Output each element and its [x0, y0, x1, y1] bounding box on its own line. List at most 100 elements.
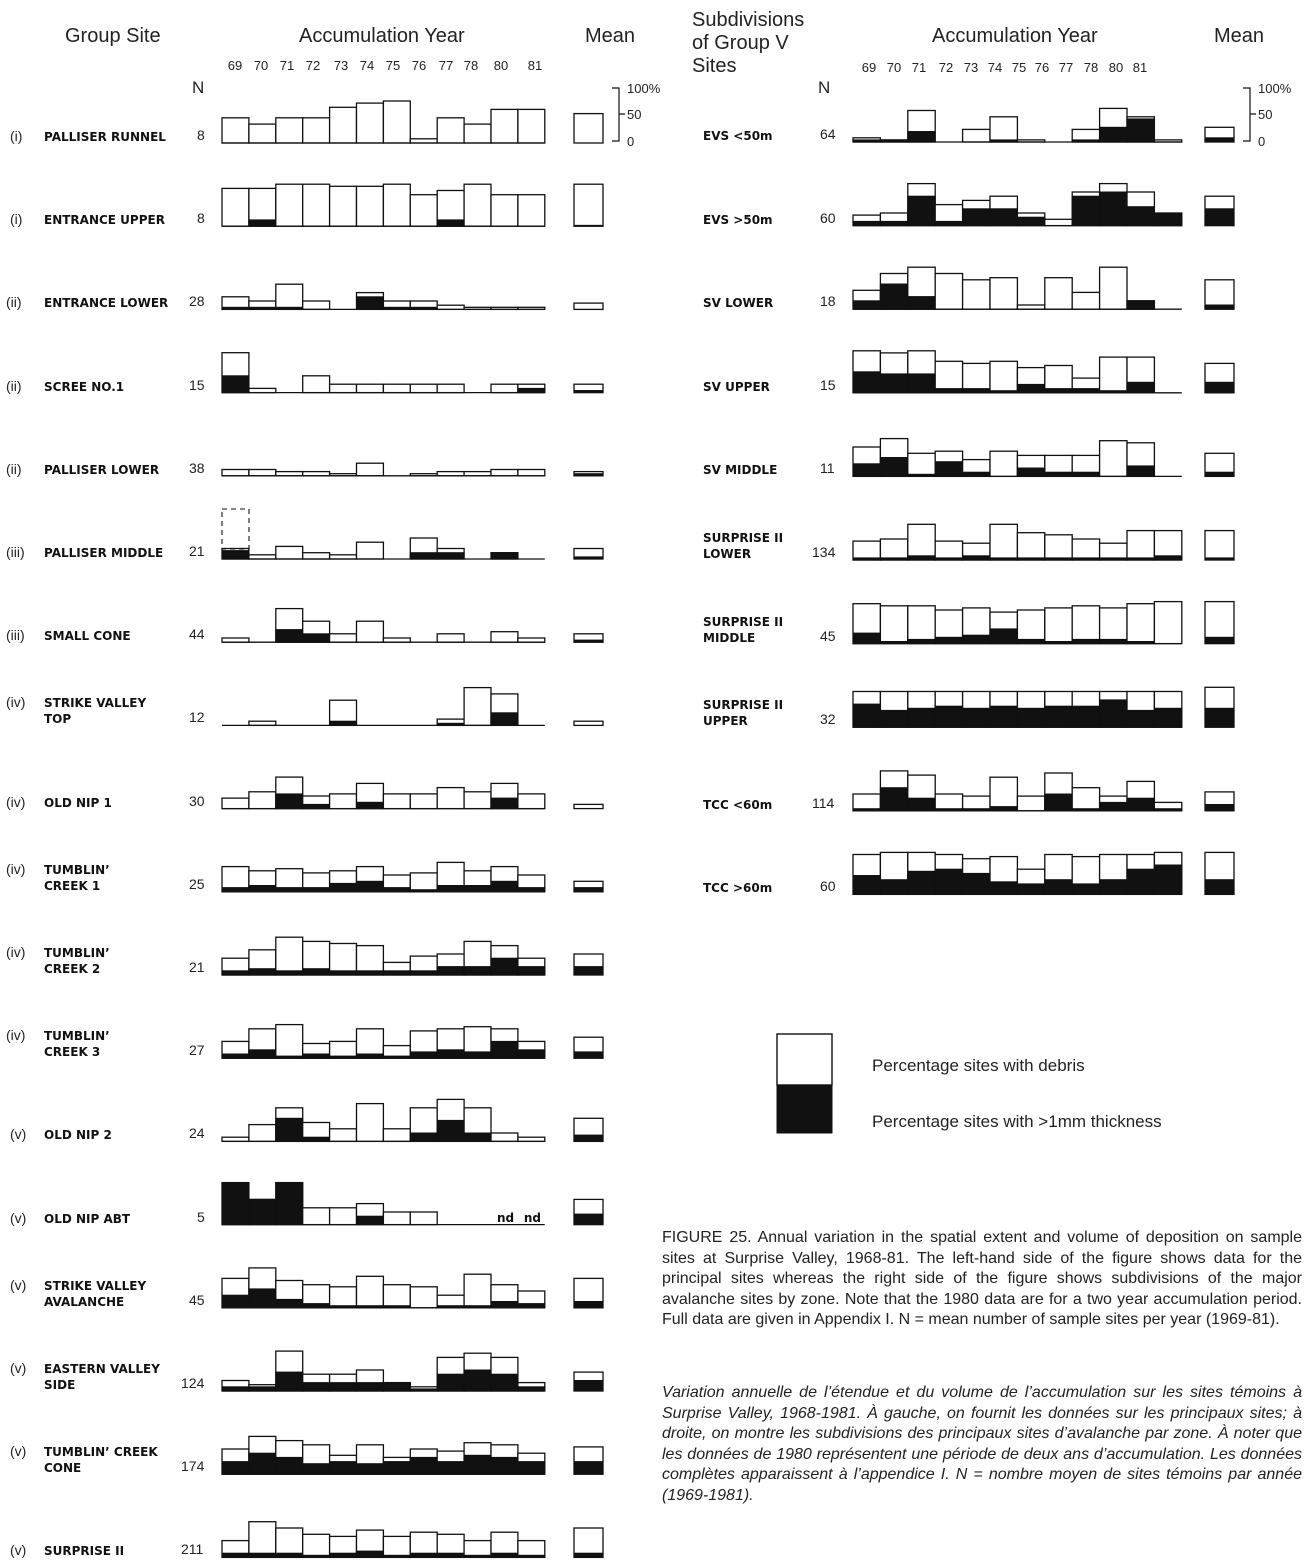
- right-site-label-sv-lower-0: SV LOWER: [703, 296, 774, 311]
- left-bar-thick-strike-valley-avalanche-80: [490, 1301, 519, 1309]
- left-bar-debris-tumblin-creek-1-76: [409, 872, 438, 893]
- left-mean-debris-strike-valley-top: [573, 720, 604, 727]
- year-tick-72: 72: [938, 60, 954, 75]
- right-bar-thick-evs-50m-71: [907, 195, 936, 227]
- right-bar-thick-tcc-60m-75: [1016, 883, 1046, 895]
- right-bar-thick-sv-upper-69: [852, 371, 881, 394]
- left-bar-thick-tumblin-creek-1-74: [356, 880, 384, 893]
- right-bar-thick-sv-middle-72: [934, 461, 964, 477]
- left-bar-debris-palliser-runnel-71: [275, 117, 304, 144]
- right-bar-debris-surprise-ii-middle-71: [907, 605, 936, 645]
- left-n-old-nip-abt: 5: [197, 1208, 205, 1225]
- right-bar-thick-sv-upper-70: [879, 373, 909, 394]
- year-tick-70: 70: [253, 58, 269, 73]
- right-bar-debris-tcc-60m-74: [989, 776, 1019, 812]
- right-n-sv-middle: 11: [820, 460, 835, 477]
- left-mean-thick-tumblin-creek-1: [573, 887, 604, 893]
- left-mean-debris-old-nip-1: [573, 803, 604, 810]
- right-bar-debris-surprise-ii-middle-75: [1016, 609, 1046, 645]
- right-bar-debris-surprise-ii-middle-70: [879, 605, 909, 645]
- year-tick-81: 81: [527, 58, 543, 73]
- left-bar-debris-tumblin-creek-2-73: [328, 942, 358, 976]
- year-tick-76: 76: [411, 58, 427, 73]
- right-bar-thick-tcc-60m-81: [1153, 864, 1183, 895]
- right-mean-thick-sv-lower: [1204, 304, 1235, 310]
- left-bar-thick-tumblin-creek-2-77: [436, 966, 465, 976]
- left-bar-debris-surprise-ii-72: [302, 1533, 331, 1559]
- right-mean-thick-sv-middle: [1204, 471, 1235, 477]
- right-n-surprise-ii-lower: 134: [812, 544, 836, 560]
- right-bar-thick-surprise-ii-upper-72: [934, 705, 964, 728]
- left-bar-thick-tumblin-creek-cone-71: [275, 1456, 304, 1475]
- left-bar-debris-palliser-runnel-80: [490, 108, 519, 144]
- left-bar-debris-scree-no-1-80: [490, 383, 519, 394]
- left-bar-thick-eastern-valley-side-80: [490, 1373, 519, 1392]
- left-group-old-nip-abt: (v): [10, 1209, 27, 1226]
- left-bar-thick-strike-valley-top-80: [490, 712, 519, 726]
- left-bar-thick-eastern-valley-side-71: [275, 1371, 304, 1392]
- right-bar-debris-surprise-ii-middle-77: [1071, 605, 1101, 645]
- left-mean-debris-entrance-upper: [573, 183, 604, 227]
- year-tick-80: 80: [1108, 60, 1124, 75]
- right-bar-thick-tcc-60m-78: [1099, 879, 1128, 895]
- left-bar-thick-entrance-lower-74: [356, 296, 384, 310]
- year-tick-75: 75: [385, 58, 401, 73]
- right-bar-debris-sv-middle-74: [989, 450, 1019, 478]
- left-site-label-entrance-lower-0: ENTRANCE LOWER: [44, 296, 169, 311]
- left-n-palliser-runnel: 8: [197, 127, 205, 143]
- right-bar-debris-sv-upper-72: [934, 360, 964, 394]
- left-bar-thick-tumblin-creek-1-73: [329, 882, 358, 893]
- left-bar-debris-palliser-runnel-69: [221, 117, 250, 144]
- right-bar-thick-surprise-ii-upper-77: [1071, 705, 1101, 728]
- left-n-old-nip-1: 30: [189, 792, 205, 809]
- year-tick-69: 69: [227, 58, 243, 73]
- right-bar-thick-sv-lower-80: [1126, 300, 1155, 310]
- left-mean-thick-old-nip-abt: [573, 1213, 604, 1226]
- left-bar-thick-eastern-valley-side-74: [356, 1382, 384, 1392]
- right-bar-thick-sv-lower-71: [907, 296, 936, 310]
- left-mean-thick-palliser-middle: [573, 556, 604, 560]
- left-bar-debris-old-nip-2-80: [490, 1132, 519, 1143]
- left-bar-debris-entrance-upper-80: [490, 194, 519, 227]
- left-bar-debris-old-nip-2-74: [355, 1102, 385, 1143]
- right-bar-thick-tcc-60m-80: [1126, 868, 1155, 895]
- left-bar-debris-old-nip-1-73: [328, 793, 358, 810]
- left-bar-debris-tumblin-creek-2-71: [275, 936, 304, 976]
- left-bar-thick-old-nip-abt-69: [221, 1182, 250, 1226]
- left-scale-50: 50: [627, 107, 642, 122]
- left-bar-thick-tumblin-creek-cone-72: [302, 1463, 331, 1475]
- left-mean-thick-scree-no-1: [573, 390, 604, 394]
- left-bar-debris-entrance-upper-75: [382, 183, 411, 227]
- left-bar-debris-small-cone-80: [490, 631, 519, 643]
- right-bar-thick-surprise-ii-middle-72: [934, 636, 964, 645]
- left-mean-thick-old-nip-2: [573, 1134, 604, 1142]
- right-bar-thick-tcc-60m-72: [934, 868, 964, 895]
- right-mean-thick-evs-50m: [1204, 208, 1235, 227]
- year-tick-71: 71: [279, 58, 295, 73]
- left-bar-thick-old-nip-2-78: [463, 1132, 492, 1142]
- left-year-header: Accumulation Year: [299, 25, 465, 47]
- left-palliser-middle-1969-dashed-box: [221, 508, 250, 550]
- left-bar-debris-old-nip-1-77: [436, 786, 465, 810]
- left-bar-debris-old-nip-2-73: [328, 1128, 358, 1143]
- left-bar-debris-surprise-ii-70: [248, 1521, 277, 1559]
- left-bar-thick-tumblin-creek-cone-80: [490, 1456, 519, 1475]
- right-bar-thick-surprise-ii-upper-78: [1099, 699, 1128, 728]
- left-n-eastern-valley-side: 124: [181, 1375, 205, 1391]
- right-bar-thick-tcc-60m-76: [1044, 879, 1073, 895]
- right-bar-thick-evs-50m-77: [1071, 195, 1101, 227]
- left-mean-thick-surprise-ii: [573, 1552, 604, 1558]
- right-bar-debris-tcc-60m-75: [1016, 795, 1046, 812]
- left-bar-debris-entrance-upper-76: [409, 194, 438, 227]
- left-bar-debris-old-nip-1-78: [463, 791, 492, 810]
- left-bar-thick-strike-valley-avalanche-69: [221, 1294, 250, 1309]
- right-year-ticks: 69 70 71 72 73 74 75 76 77 78 80 81: [0, 60, 1305, 78]
- right-mean-thick-tcc-60m: [1204, 879, 1235, 895]
- right-bar-thick-sv-upper-80: [1126, 381, 1155, 394]
- right-bar-thick-evs-50m-78: [1099, 191, 1128, 227]
- left-n-old-nip-2: 24: [189, 1125, 205, 1142]
- left-bar-debris-strike-valley-top-78: [463, 686, 492, 727]
- left-group-old-nip-2: (v): [10, 1126, 27, 1143]
- left-bar-debris-entrance-upper-69: [221, 187, 250, 227]
- left-bar-debris-palliser-middle-72: [302, 552, 331, 560]
